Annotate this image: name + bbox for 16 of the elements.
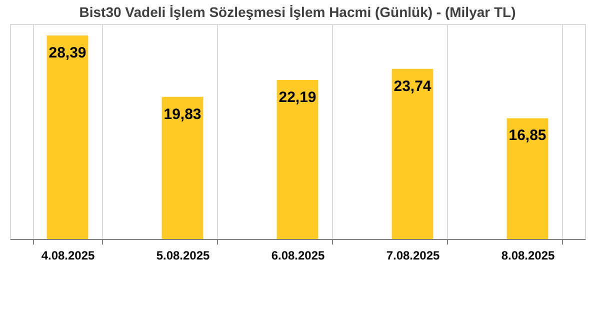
data-label: 22,19 (278, 88, 316, 106)
bar (506, 118, 548, 239)
bar (392, 68, 434, 239)
bar (276, 80, 318, 239)
x-tick-label: 4.08.2025 (41, 248, 96, 262)
x-tick-label: 8.08.2025 (501, 248, 556, 262)
chart-title: Bist30 Vadeli İşlem Sözleşmesi İşlem Hacmi (Günlük) - (Milyar TL) (79, 4, 516, 20)
data-label: 23,74 (394, 78, 432, 95)
data-label: 16,85 (508, 127, 546, 144)
x-tick-label: 7.08.2025 (386, 248, 440, 262)
x-tick-label: 5.08.2025 (156, 248, 210, 262)
data-label: 19,83 (164, 106, 202, 123)
bar (162, 96, 204, 239)
data-label: 28,39 (48, 44, 86, 62)
bar (46, 36, 88, 239)
x-tick-label: 6.08.2025 (271, 248, 326, 262)
